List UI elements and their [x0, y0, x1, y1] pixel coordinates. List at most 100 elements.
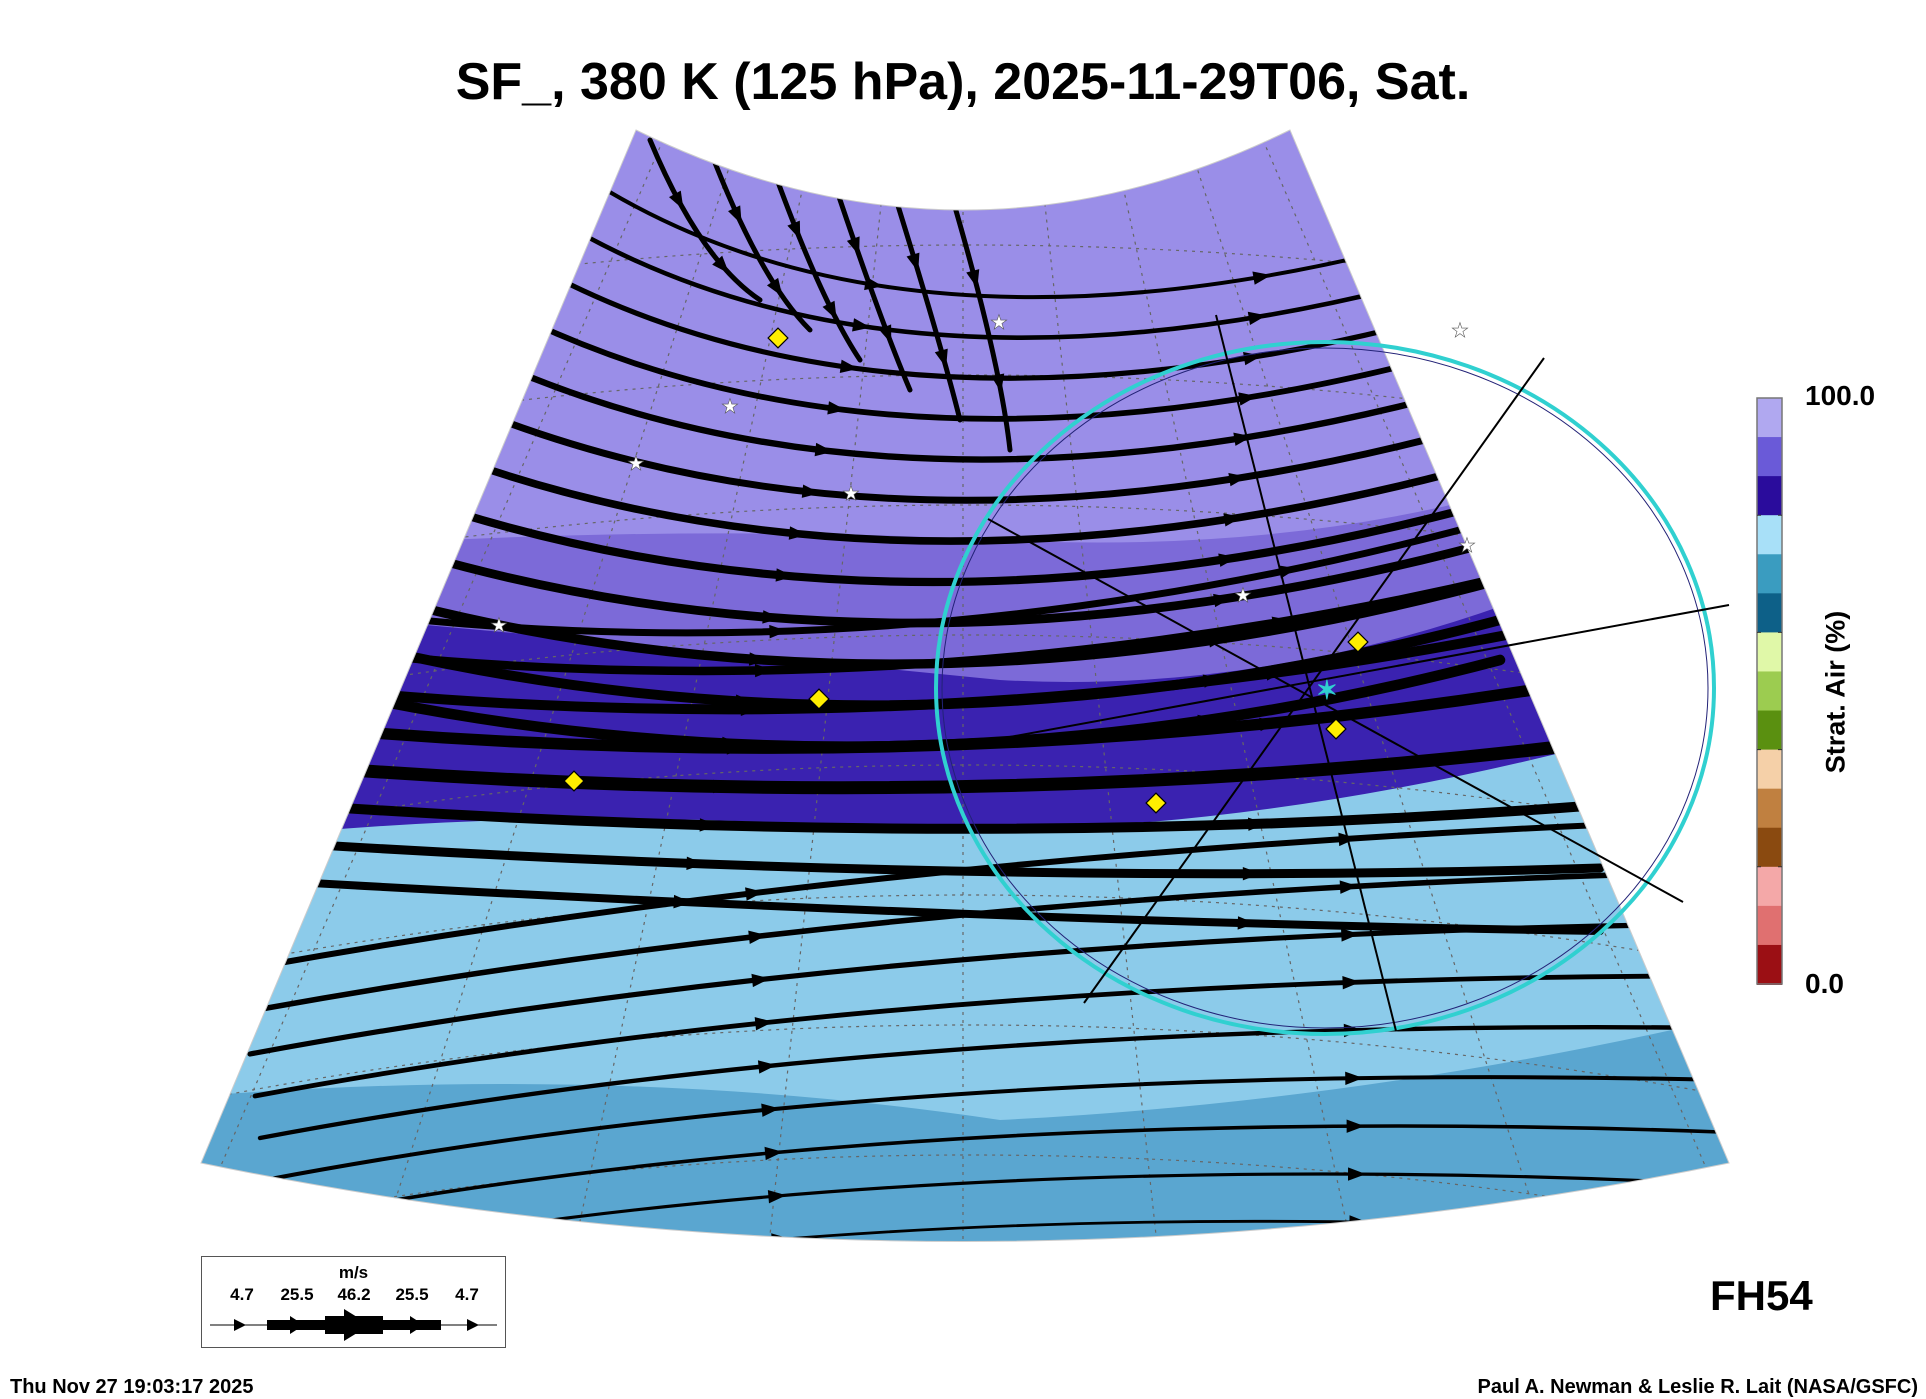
- plot-title: SF_, 380 K (125 hPa), 2025-11-29T06, Sat…: [455, 53, 1471, 111]
- streamline-arrowhead: [1265, 667, 1284, 681]
- streamline: [887, 177, 963, 423]
- site-star-icon: ★: [1458, 535, 1476, 557]
- colorbar-segment: [1757, 632, 1782, 673]
- colorbar-segment: [1757, 788, 1782, 829]
- streamline-arrowhead: [745, 887, 764, 901]
- streamline: [285, 611, 1605, 715]
- site-star-icon: ★: [721, 396, 739, 418]
- streamline: [947, 187, 1013, 453]
- streamline-arrowhead: [801, 484, 821, 498]
- streamline-arrowhead: [878, 324, 892, 344]
- streamline: [242, 869, 1723, 1015]
- station-diamond-icon: [1145, 792, 1167, 814]
- wind-speed-legend: m/s 4.7 25.5 46.2 25.5 4.7: [201, 1256, 506, 1348]
- streamline-arrowhead: [822, 300, 837, 320]
- streamline-arrowhead: [814, 442, 834, 457]
- center-star-icon: ✶: [1316, 675, 1338, 705]
- streamline-arrowhead: [686, 856, 705, 871]
- forecast-hour: FH54: [1710, 1272, 1813, 1319]
- streamline-arrowhead: [669, 190, 684, 210]
- site-star-icon: ★: [990, 312, 1008, 334]
- flight-track-line: [1215, 314, 1397, 1032]
- legend-unit: m/s: [338, 1263, 369, 1282]
- range-circle: [934, 340, 1716, 1036]
- streamline-arrowhead: [1339, 880, 1358, 894]
- station-diamond-icon: [808, 688, 830, 710]
- streamline-arrowhead: [713, 779, 732, 794]
- streamline-arrowhead: [748, 930, 767, 944]
- colorbar-segment: [1757, 437, 1782, 478]
- legend-value: 25.5: [280, 1285, 314, 1304]
- colorbar-segment: [1757, 905, 1782, 946]
- colorbar-segment: [1757, 515, 1782, 556]
- streamline-arrowhead: [754, 1017, 774, 1031]
- colorbar-frame: [1756, 397, 1783, 985]
- streamline-arrowhead: [1237, 916, 1256, 930]
- streamline-arrowhead: [757, 1060, 777, 1074]
- station-diamond-icon: [1325, 718, 1347, 740]
- streamline-arrowhead: [991, 373, 1005, 393]
- streamline: [827, 167, 913, 393]
- streamline: [558, 158, 1502, 300]
- colorbar-segment: [1757, 671, 1782, 712]
- streamline-arrowhead: [728, 205, 742, 225]
- longitude-line: [762, 139, 889, 1242]
- site-star-icon: ★: [490, 615, 508, 637]
- streamline-arrowhead: [1242, 866, 1261, 881]
- streamline-arrowhead: [1218, 553, 1237, 567]
- site-star-icon: ★: [1234, 585, 1252, 607]
- legend-value: 46.2: [337, 1285, 371, 1304]
- streamline-arrowhead: [1213, 593, 1232, 608]
- streamline-arrowhead: [712, 255, 730, 274]
- streamline-arrowhead: [1347, 1167, 1366, 1181]
- legend-value: 4.7: [230, 1285, 254, 1304]
- station-diamond-icon: [1347, 631, 1369, 653]
- streamline: [326, 486, 1604, 637]
- longitude-line: [362, 139, 739, 1242]
- streamline-arrowhead: [846, 236, 860, 256]
- streamline: [257, 1025, 1723, 1141]
- site-star-icon: ★: [627, 453, 645, 475]
- map-border: [200, 129, 1730, 1242]
- legend-arrow-scale: [210, 1309, 497, 1341]
- streamline-arrowhead: [1346, 1119, 1365, 1133]
- colorbar-segment: [1757, 476, 1782, 517]
- colorbar-segment: [1757, 554, 1782, 595]
- streamline-arrowhead: [839, 359, 859, 373]
- legend-value: 4.7: [455, 1285, 479, 1304]
- streamline: [247, 921, 1723, 1057]
- longitude-line: [201, 139, 664, 1242]
- streamline: [535, 205, 1503, 340]
- site-star-icon: ★: [842, 483, 860, 505]
- streamline-arrowhead: [764, 1146, 783, 1161]
- latitude-line: [201, 1154, 1729, 1241]
- streamline: [268, 1124, 1722, 1224]
- streamline-arrowhead: [1247, 311, 1267, 326]
- streamline-arrowhead: [726, 741, 745, 755]
- streamline-arrowhead: [1252, 271, 1272, 285]
- streamline: [707, 147, 813, 333]
- latitude-line: [201, 1024, 1729, 1111]
- colorbar-segment: [1757, 944, 1782, 985]
- site-star-icon: ★: [1451, 320, 1469, 342]
- streamline: [243, 735, 1607, 795]
- streamline-arrowhead: [740, 702, 759, 717]
- range-circle-inner: [941, 347, 1709, 1029]
- station-diamond-icon: [767, 327, 789, 349]
- footer-timestamp: Thu Nov 27 19:03:17 2025: [10, 1376, 254, 1398]
- legend-value: 25.5: [395, 1285, 429, 1304]
- colorbar-segment: [1757, 710, 1782, 751]
- streamline-arrowhead: [966, 269, 980, 289]
- streamline-arrowhead: [1271, 616, 1291, 630]
- longitude-line: [1037, 139, 1164, 1242]
- streamline: [468, 348, 1504, 463]
- streamline: [424, 444, 1504, 545]
- streamline-arrowhead: [699, 818, 718, 832]
- streamline-arrowhead: [751, 973, 770, 988]
- colorbar-min-label: 0.0: [1805, 968, 1844, 999]
- streamline: [647, 137, 763, 303]
- streamline-arrowhead: [1247, 817, 1267, 831]
- colorbar-title: Strat. Air (%): [1820, 610, 1851, 774]
- streamline: [252, 973, 1723, 1099]
